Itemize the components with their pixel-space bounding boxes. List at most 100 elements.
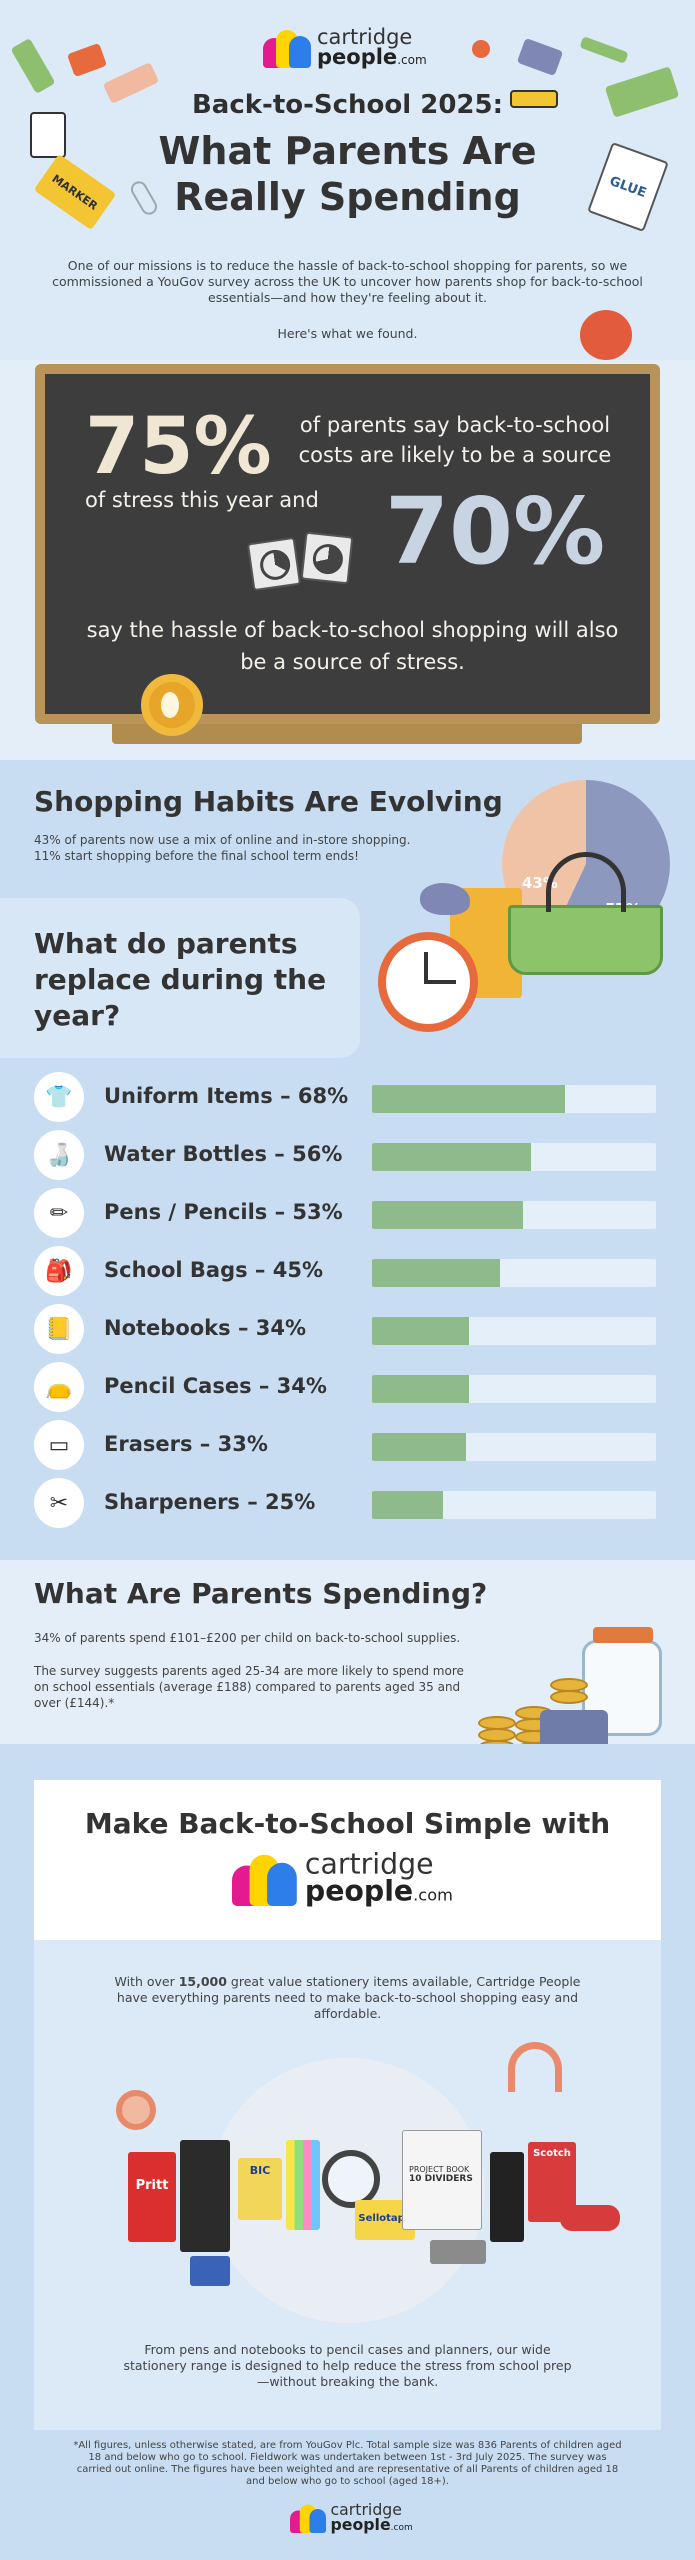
project-book-title: PROJECT BOOK: [409, 2165, 470, 2174]
tape-decoration: [510, 90, 558, 108]
bar-fill: [372, 1433, 466, 1461]
logo-footer-line2: people: [330, 2515, 391, 2534]
bar-track: [372, 1317, 656, 1345]
pie-chart-icon-2: [300, 531, 354, 585]
notebook-stack: [180, 2140, 230, 2252]
bird-icon: [420, 883, 470, 915]
replace-row: ▭ Erasers – 33%: [34, 1420, 664, 1470]
stapler: [490, 2152, 524, 2242]
project-book-subtitle: 10 DIVIDERS: [409, 2174, 473, 2184]
bar-fill: [372, 1143, 532, 1171]
habits-line1: 43% of parents now use a mix of online a…: [34, 833, 411, 847]
highlighters: [286, 2140, 320, 2230]
logo-heads-icon-footer: [290, 2503, 326, 2533]
replace-label: Uniform Items – 68%: [104, 1084, 349, 1108]
hero-section: [0, 0, 695, 360]
pie-chart-icon: [246, 536, 302, 592]
apple-decoration: [580, 310, 632, 360]
eraser-icon: ▭: [34, 1420, 84, 1470]
brand-logo-large: cartridge people.com: [232, 1848, 453, 1908]
page-title: What Parents Are Really Spending: [158, 129, 537, 219]
notebook-decoration: [30, 112, 66, 158]
bar-fill: [372, 1491, 443, 1519]
brand-logo-footer: cartridge people.com: [290, 2500, 413, 2534]
replace-label: Pens / Pencils – 53%: [104, 1200, 343, 1224]
footnote: *All figures, unless otherwise stated, a…: [73, 2440, 622, 2487]
bic-pens: BIC: [238, 2158, 282, 2220]
spending-line1: 34% of parents spend £101–£200 per child…: [34, 1631, 461, 1645]
stamp-icon: [190, 2256, 230, 2286]
logo-large-line1: cartridge: [304, 1848, 434, 1881]
magnifying-glass-icon: [322, 2150, 380, 2208]
tape-roll-icon-small: [116, 2090, 156, 2130]
bar-track: [372, 1491, 656, 1519]
logo-footer-suffix: .com: [390, 2521, 413, 2533]
simple-card-header: [34, 1780, 661, 1940]
tape-roll-icon: [141, 674, 203, 736]
clock-icon: [378, 932, 478, 1032]
headphones-icon: [508, 2042, 562, 2092]
logo-line1: cartridge: [317, 25, 413, 50]
simple-heading: Make Back-to-School Simple with: [84, 1807, 611, 1840]
bar-track: [372, 1085, 656, 1113]
habits-heading: Shopping Habits Are Evolving: [34, 785, 503, 818]
bar-track: [372, 1259, 656, 1287]
logo-line2: people: [317, 45, 398, 69]
stat-75: 75%: [85, 402, 272, 492]
replace-heading-panel: [0, 898, 360, 1058]
pencil-case-icon: 👝: [34, 1362, 84, 1412]
bottle-icon: 🍶: [34, 1130, 84, 1180]
marker-label: MARKER: [49, 171, 101, 213]
bar-fill: [372, 1317, 469, 1345]
stat-70: 70%: [385, 478, 606, 585]
simple-closing-text: From pens and notebooks to pencil cases …: [123, 2342, 572, 2389]
replace-row: 📒 Notebooks – 34%: [34, 1304, 664, 1354]
glue-label: GLUE: [607, 173, 649, 201]
intro-subtext: Here's what we found.: [277, 326, 418, 341]
backpack-icon: 🎒: [34, 1246, 84, 1296]
pin-decoration: [472, 40, 490, 58]
sellotape-label: Sellotape: [358, 2213, 412, 2224]
logo-large-line2: people: [304, 1874, 414, 1908]
replace-row: 👕 Uniform Items – 68%: [34, 1072, 664, 1122]
intro-text: One of our missions is to reduce the has…: [52, 258, 643, 305]
replace-row: ✂ Sharpeners – 25%: [34, 1478, 664, 1528]
replace-label: Water Bottles – 56%: [104, 1142, 343, 1166]
bar-track: [372, 1375, 656, 1403]
simple-body-text: With over 15,000 great value stationery …: [100, 1974, 595, 2022]
replace-label: Pencil Cases – 34%: [104, 1374, 327, 1398]
scotch-label: Scotch: [533, 2148, 571, 2159]
sharpener-icon: ✂: [34, 1478, 84, 1528]
logo-footer-line1: cartridge: [330, 2500, 403, 2519]
logo-suffix: .com: [397, 53, 427, 67]
pritt-label: Pritt: [135, 2178, 169, 2193]
bar-track: [372, 1433, 656, 1461]
bar-track: [372, 1143, 656, 1171]
bic-label: BIC: [249, 2164, 271, 2177]
money-jar-icon: [582, 1627, 662, 1736]
logo-heads-icon: [263, 28, 311, 68]
notebook-icon: 📒: [34, 1304, 84, 1354]
replace-label: Notebooks – 34%: [104, 1316, 307, 1340]
stat-75-text-cont: of stress this year and: [85, 488, 319, 512]
spending-heading: What Are Parents Spending?: [34, 1577, 488, 1610]
spending-line2: The survey suggests parents aged 25-34 a…: [34, 1664, 464, 1710]
replace-row: ✏ Pens / Pencils – 53%: [34, 1188, 664, 1238]
bar-fill: [372, 1259, 500, 1287]
stat-75-text: of parents say back-to-school costs are …: [298, 413, 612, 467]
page-kicker: Back-to-School 2025:: [191, 90, 504, 120]
stat-70-text: say the hassle of back-to-school shoppin…: [86, 618, 619, 674]
brand-logo: cartridge people.com: [263, 25, 427, 69]
replace-heading: What do parents replace during the year?: [34, 927, 327, 1032]
replace-label: Erasers – 33%: [104, 1432, 268, 1456]
project-book: PROJECT BOOK 10 DIVIDERS: [402, 2130, 482, 2230]
scissors-icon: [560, 2205, 620, 2231]
shirt-icon: 👕: [34, 1072, 84, 1122]
pencil-icon: ✏: [34, 1188, 84, 1238]
replace-row: 🎒 School Bags – 45%: [34, 1246, 664, 1296]
replace-row: 🍶 Water Bottles – 56%: [34, 1130, 664, 1180]
bar-track: [372, 1201, 656, 1229]
bar-fill: [372, 1085, 566, 1113]
bar-fill: [372, 1201, 523, 1229]
